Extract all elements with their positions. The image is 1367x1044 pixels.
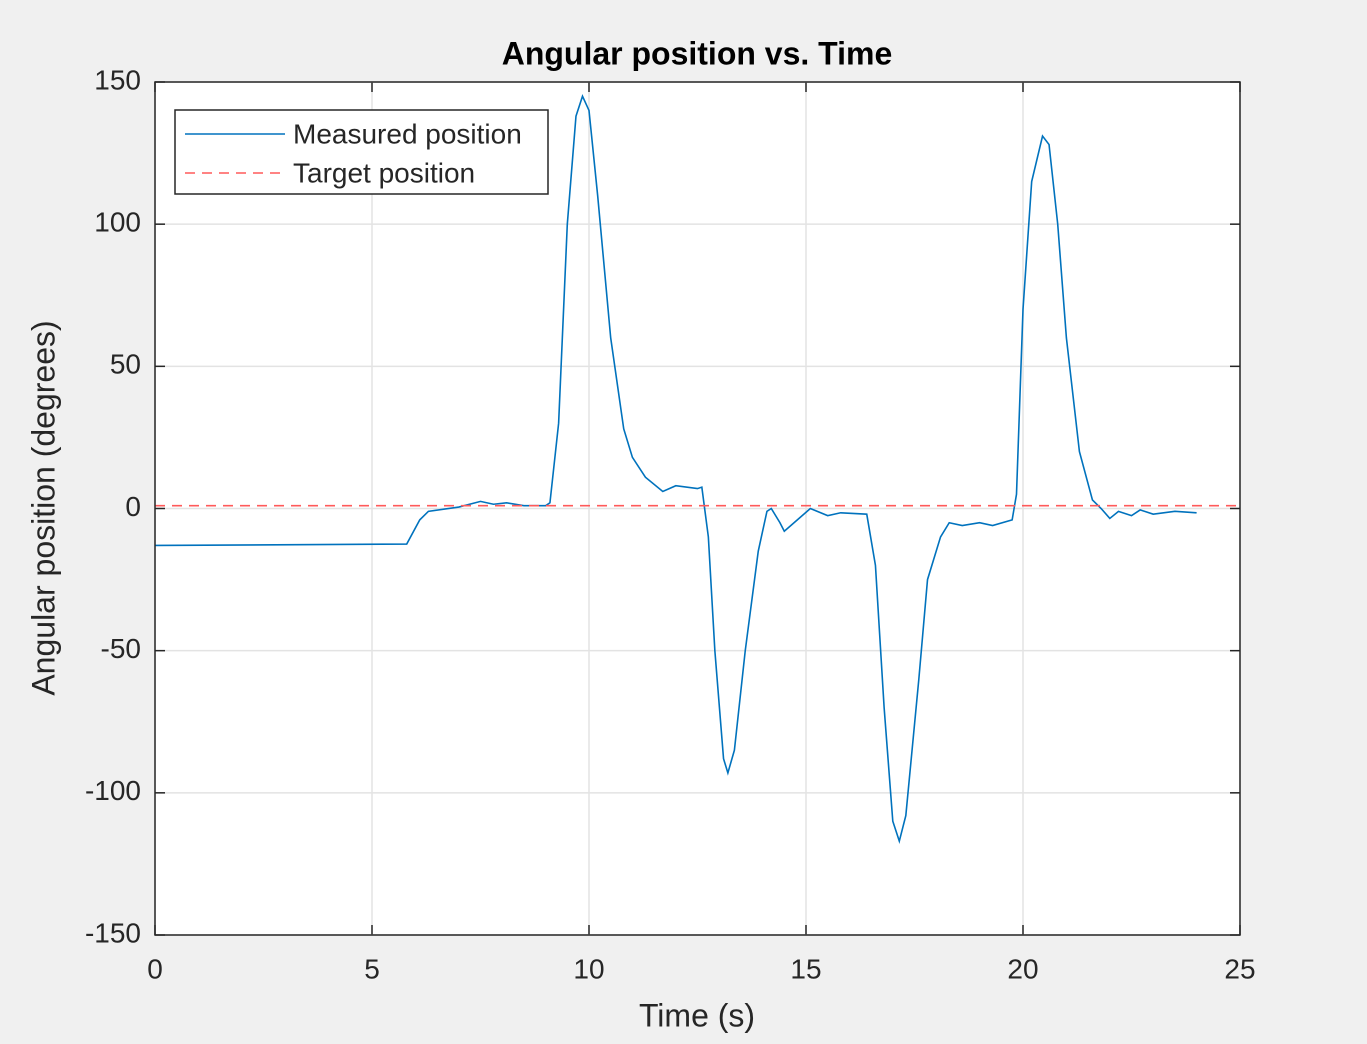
y-tick-label: -50 (101, 633, 141, 664)
series-line (154, 94, 1197, 845)
y-axis-label: Angular position (degrees) (25, 320, 61, 695)
y-tick-label: 50 (110, 349, 141, 380)
y-tick-label: 150 (94, 64, 141, 95)
x-tick-label: 15 (790, 953, 821, 984)
x-tick-label: 10 (573, 953, 604, 984)
x-tick-label: 5 (364, 953, 380, 984)
y-tick-label: -100 (85, 775, 141, 806)
chart-title: Angular position vs. Time (502, 35, 893, 71)
legend-label: Target position (293, 157, 475, 188)
x-tick-label: 20 (1007, 953, 1038, 984)
plot-frame (154, 81, 1241, 936)
legend-label: Measured position (293, 118, 522, 149)
x-axis-label: Time (s) (639, 997, 755, 1033)
x-tick-label: 0 (147, 953, 163, 984)
x-tick-label: 25 (1224, 953, 1255, 984)
y-tick-label: 100 (94, 207, 141, 238)
y-tick-label: 0 (125, 491, 141, 522)
legend-box (174, 109, 549, 195)
y-tick-label: -150 (85, 917, 141, 948)
